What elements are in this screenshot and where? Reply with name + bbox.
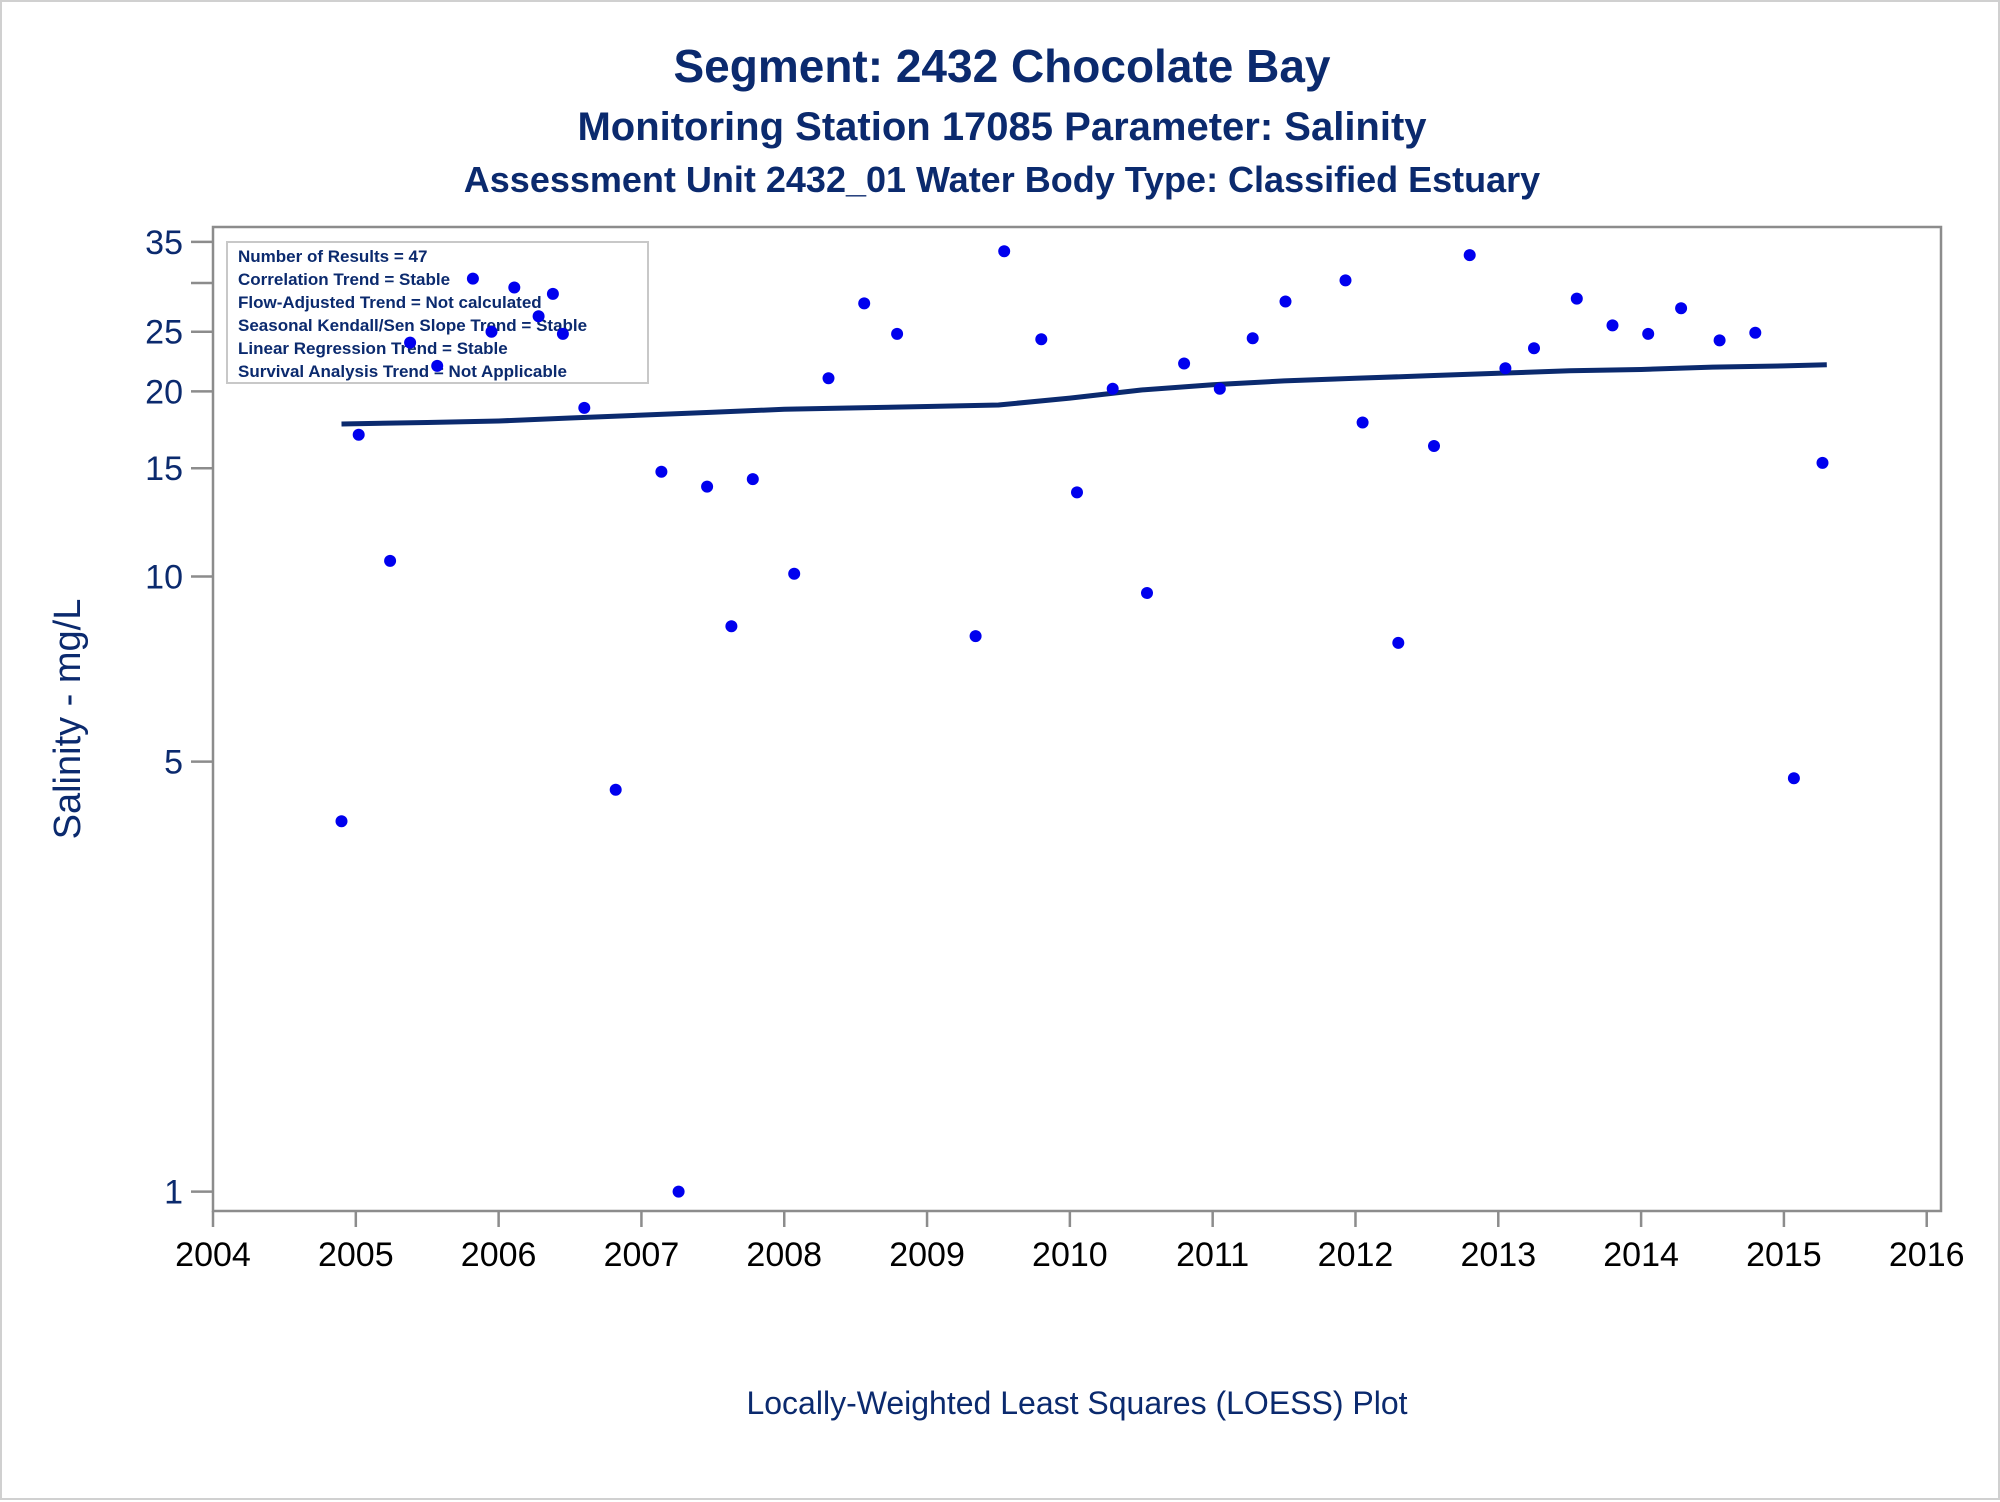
data-point [1246, 332, 1259, 345]
x-tick-label: 2015 [1746, 1236, 1822, 1274]
y-tick-label: 35 [145, 224, 183, 262]
data-point [485, 325, 498, 338]
y-tick-label: 1 [164, 1174, 183, 1212]
chart-subtitle: Monitoring Station 17085 Parameter: Sali… [577, 105, 1427, 149]
data-point [546, 287, 559, 300]
loess-line [341, 362, 1827, 427]
y-tick-label: 25 [145, 314, 183, 352]
data-point [1463, 249, 1476, 262]
data-point [384, 554, 397, 567]
data-point [701, 480, 714, 493]
data-point [1642, 327, 1655, 340]
x-tick-label: 2010 [1032, 1236, 1108, 1274]
data-point [508, 281, 521, 294]
data-point [1279, 295, 1292, 308]
y-tick-label: 10 [145, 559, 183, 597]
series [335, 245, 1829, 1198]
data-point [1499, 362, 1512, 375]
stat-number-of-results: Number of Results = 47 [238, 247, 427, 266]
y-tick-label: 5 [164, 744, 183, 782]
y-axis-label: Salinity - mg/L [47, 599, 89, 840]
data-point [1787, 772, 1800, 785]
stats-box: Number of Results = 47 Correlation Trend… [226, 241, 649, 384]
data-point [1749, 326, 1762, 339]
stat-flow-adjusted-trend: Flow-Adjusted Trend = Not calculated [238, 293, 542, 312]
data-point [672, 1185, 685, 1198]
x-tick-label: 2008 [746, 1236, 822, 1274]
data-point [858, 297, 871, 310]
x-axis: 2004 2005 2006 2007 2008 2009 2010 2011 2012 2013… [175, 1211, 1965, 1274]
stat-survival-analysis-trend: Survival Analysis Trend = Not Applicable [238, 362, 567, 381]
data-point [1356, 416, 1369, 429]
data-point [1106, 382, 1119, 395]
data-point [969, 630, 982, 643]
stats-box-border [226, 241, 649, 384]
data-point [1713, 334, 1726, 347]
data-point [431, 359, 444, 372]
x-tick-label: 2009 [889, 1236, 965, 1274]
data-point [532, 310, 545, 323]
data-point [1141, 587, 1153, 599]
plot-area [211, 225, 1943, 1213]
data-point [1816, 456, 1829, 469]
data-point [998, 245, 1011, 258]
data-point [746, 473, 759, 486]
data-point [725, 620, 738, 633]
data-point [655, 465, 668, 478]
x-tick-label: 2006 [461, 1236, 537, 1274]
y-tick-label: 15 [145, 450, 183, 488]
data-point [1071, 486, 1083, 499]
data-point [1339, 274, 1352, 287]
chart-subtitle-2: Assessment Unit 2432_01 Water Body Type:… [464, 159, 1540, 200]
stat-linear-regression-trend: Linear Regression Trend = Stable [238, 339, 508, 358]
data-point [1035, 333, 1048, 346]
data-point [556, 327, 569, 340]
data-point [578, 401, 591, 414]
data-point [1675, 302, 1688, 315]
y-tick-label: 20 [145, 373, 183, 411]
data-point [891, 327, 904, 340]
x-axis-label: Locally-Weighted Least Squares (LOESS) P… [746, 1385, 1407, 1421]
data-point [788, 567, 801, 580]
x-tick-label: 2014 [1603, 1236, 1679, 1274]
chart-title: Segment: 2432 Chocolate Bay [673, 40, 1330, 92]
x-tick-label: 2007 [604, 1236, 680, 1274]
data-point [1392, 636, 1405, 649]
x-tick-label: 2016 [1889, 1236, 1965, 1274]
data-point [1428, 440, 1440, 452]
x-tick-label: 2011 [1176, 1236, 1249, 1274]
data-point [609, 783, 622, 796]
x-tick-label: 2005 [318, 1236, 394, 1274]
data-point [1528, 342, 1540, 355]
data-point [404, 336, 417, 349]
x-tick-label: 2012 [1318, 1236, 1394, 1274]
stat-seasonal-kendall-trend: Seasonal Kendall/Sen Slope Trend = Stabl… [238, 316, 587, 335]
data-point [466, 272, 479, 285]
data-point [1178, 357, 1191, 370]
data-point [352, 428, 365, 441]
x-tick-label: 2013 [1460, 1236, 1536, 1274]
stat-correlation-trend: Correlation Trend = Stable [238, 270, 450, 289]
data-point [1570, 292, 1583, 305]
data-point [1606, 319, 1619, 332]
x-tick-label: 2004 [175, 1236, 251, 1274]
data-point [1213, 382, 1226, 395]
data-point [822, 372, 835, 385]
data-point [335, 815, 348, 828]
